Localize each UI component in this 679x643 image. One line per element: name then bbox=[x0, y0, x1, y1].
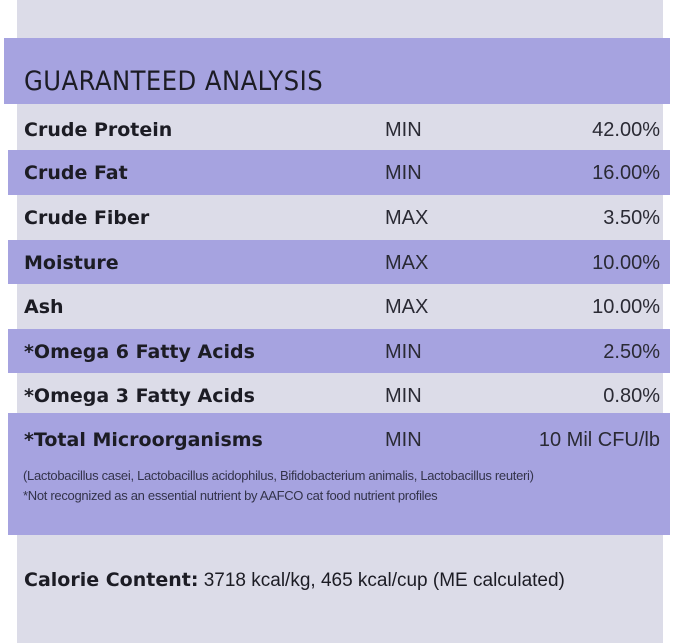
nutrient-value: 3.50% bbox=[603, 207, 660, 229]
row-band bbox=[8, 413, 670, 535]
analysis-panel bbox=[17, 0, 663, 643]
nutrient-value: 16.00% bbox=[592, 162, 660, 184]
analysis-row: Moisture MAX 10.00% bbox=[24, 248, 660, 278]
nutrient-value: 42.00% bbox=[592, 119, 660, 141]
nutrient-value: 10.00% bbox=[592, 252, 660, 274]
limit-type: MIN bbox=[385, 119, 422, 141]
nutrient-name: *Omega 6 Fatty Acids bbox=[24, 341, 255, 363]
title-band bbox=[4, 38, 670, 104]
nutrient-name: Crude Protein bbox=[24, 119, 173, 141]
row-band bbox=[8, 240, 670, 284]
limit-type: MAX bbox=[385, 207, 429, 229]
calorie-label: Calorie Content: bbox=[24, 569, 199, 591]
analysis-row: Crude Fat MIN 16.00% bbox=[24, 158, 660, 188]
limit-type: MIN bbox=[385, 429, 422, 451]
limit-type: MIN bbox=[385, 162, 422, 184]
analysis-row: Crude Fiber MAX 3.50% bbox=[24, 203, 660, 233]
row-band bbox=[8, 150, 670, 195]
limit-type: MIN bbox=[385, 385, 422, 407]
nutrient-value: 10.00% bbox=[592, 296, 660, 318]
nutrient-name: Crude Fat bbox=[24, 162, 128, 184]
calorie-value: 3718 kcal/kg, 465 kcal/cup (ME calculate… bbox=[203, 570, 565, 591]
nutrient-name: *Total Microorganisms bbox=[24, 429, 263, 451]
nutrient-value: 0.80% bbox=[603, 385, 660, 407]
analysis-row: *Omega 6 Fatty Acids MIN 2.50% bbox=[24, 337, 660, 367]
analysis-row: Crude Protein MIN 42.00% bbox=[24, 115, 660, 145]
section-title: GUARANTEED ANALYSIS bbox=[24, 66, 324, 97]
nutrient-value: 2.50% bbox=[603, 341, 660, 363]
nutrient-name: Ash bbox=[24, 296, 64, 318]
nutrient-value: 10 Mil CFU/lb bbox=[538, 429, 660, 451]
limit-type: MAX bbox=[385, 252, 429, 274]
nutrient-name: Crude Fiber bbox=[24, 207, 150, 229]
limit-type: MAX bbox=[385, 296, 429, 318]
analysis-row: *Total Microorganisms MIN 10 Mil CFU/lb bbox=[24, 425, 660, 455]
analysis-row: *Omega 3 Fatty Acids MIN 0.80% bbox=[24, 381, 660, 411]
nutrient-name: Moisture bbox=[24, 252, 119, 274]
calorie-content: Calorie Content: 3718 kcal/kg, 465 kcal/… bbox=[24, 569, 565, 592]
row-band bbox=[8, 329, 670, 373]
aafco-footnote: *Not recognized as an essential nutrient… bbox=[23, 488, 438, 503]
analysis-row: Ash MAX 10.00% bbox=[24, 292, 660, 322]
microorganism-note: (Lactobacillus casei, Lactobacillus acid… bbox=[23, 468, 534, 483]
nutrient-name: *Omega 3 Fatty Acids bbox=[24, 385, 255, 407]
limit-type: MIN bbox=[385, 341, 422, 363]
